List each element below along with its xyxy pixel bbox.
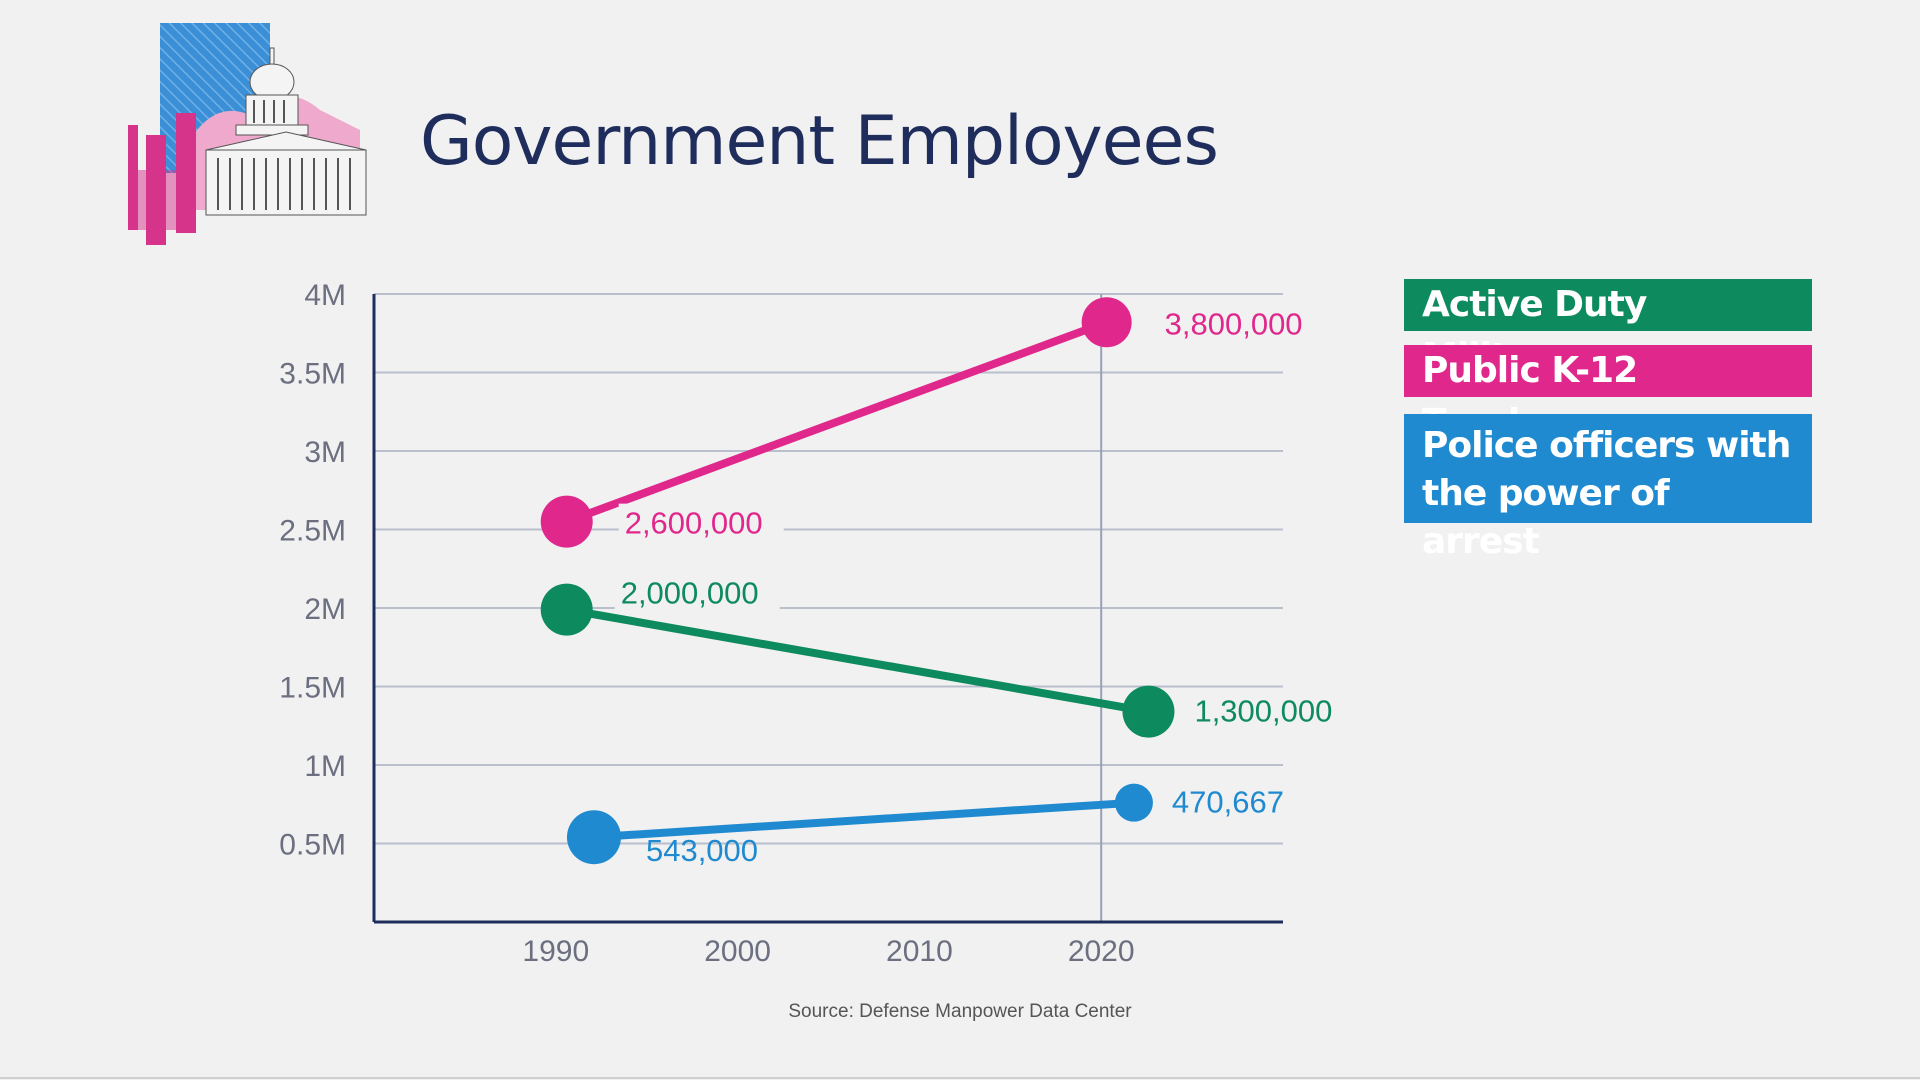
data-label-bg xyxy=(618,503,784,544)
page-title: Government Employees xyxy=(420,102,1219,181)
series-line xyxy=(589,798,1138,842)
legend-police-officers: Police officers with the power of arrest xyxy=(1404,414,1812,562)
y-tick-label: 3M xyxy=(304,436,346,469)
data-point xyxy=(566,810,621,865)
x-tick-label: 2020 xyxy=(1068,935,1135,968)
y-tick-label: 3.5M xyxy=(279,358,346,391)
x-tick-label: 2010 xyxy=(886,935,953,968)
data-point xyxy=(1122,685,1175,738)
x-tick-label: 2000 xyxy=(704,935,771,968)
legend-active-duty-military: Active Duty Military xyxy=(1404,279,1812,377)
data-label: 2,600,000 xyxy=(625,506,763,541)
data-label: 3,800,000 xyxy=(1165,306,1303,341)
data-label-bg xyxy=(614,573,780,614)
y-tick-label: 0.5M xyxy=(279,829,346,862)
series-line xyxy=(562,605,1153,716)
y-tick-label: 1M xyxy=(304,750,346,783)
y-tick-label: 1.5M xyxy=(279,672,346,705)
source-note: Source: Defense Manpower Data Center xyxy=(788,1001,1132,1022)
y-tick-label: 2.5M xyxy=(279,515,346,548)
data-point xyxy=(540,495,593,548)
data-label: 470,667 xyxy=(1172,785,1284,820)
legend-public-k12-teachers: Public K-12 Teachers xyxy=(1404,345,1812,443)
data-label: 2,000,000 xyxy=(621,576,759,611)
divider xyxy=(0,1077,1920,1079)
y-tick-label: 4M xyxy=(304,279,346,312)
capitol-logo xyxy=(128,23,367,245)
data-point xyxy=(1114,783,1153,822)
y-tick-label: 2M xyxy=(304,593,346,626)
data-point xyxy=(540,583,593,636)
x-tick-label: 1990 xyxy=(522,935,589,968)
data-point xyxy=(1081,297,1132,348)
data-label: 1,300,000 xyxy=(1194,694,1332,729)
data-label: 543,000 xyxy=(646,833,758,868)
series-line xyxy=(562,318,1111,526)
